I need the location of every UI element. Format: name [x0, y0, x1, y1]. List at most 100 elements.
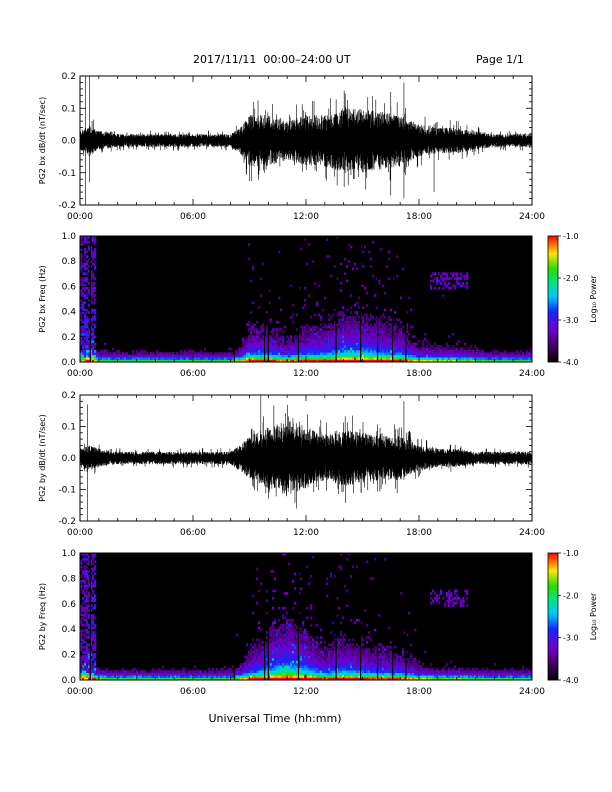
spectrogram-cell: [304, 650, 307, 654]
spectrogram-cell: [348, 352, 351, 356]
spectrogram-cell: [174, 675, 177, 678]
spectrogram-cell: [352, 332, 355, 336]
spectrogram-cell: [270, 337, 273, 341]
spectrogram-cell: [168, 354, 171, 358]
spectrogram-cell: [90, 318, 93, 322]
spectrogram-cell: [182, 667, 185, 671]
spectrogram-cell: [354, 667, 357, 671]
spectrogram-cell: [330, 352, 333, 356]
spectrogram-cell: [266, 643, 269, 647]
spectrogram-cell: [448, 596, 451, 600]
spectrogram-cell: [384, 675, 387, 678]
spectrogram-cell: [420, 347, 423, 351]
spectrogram-cell: [340, 311, 343, 314]
spectrogram-cell: [300, 660, 303, 664]
colorbar-swatch: [548, 307, 558, 310]
spectrogram-cell: [372, 330, 375, 334]
spectrogram-cell: [130, 675, 133, 678]
spectrogram-cell: [278, 352, 281, 356]
spectrogram-cell: [442, 349, 445, 353]
spectrogram-cell: [90, 628, 93, 632]
spectrogram-cell: [332, 665, 335, 669]
spectrogram-cell: [128, 670, 131, 673]
spectrogram-cell: [316, 301, 319, 305]
spectrogram-cell: [370, 257, 373, 261]
spectrogram-cell: [86, 584, 89, 588]
spectrogram-cell: [88, 269, 91, 273]
spectrogram-cell: [398, 342, 401, 346]
spectrogram-cell: [368, 677, 371, 681]
spectrogram-cell: [84, 636, 87, 639]
spectrogram-cell: [412, 342, 415, 346]
spectrogram-cell: [80, 265, 83, 268]
spectrogram-cell: [364, 354, 367, 358]
spectrogram-cell: [374, 658, 377, 661]
spectrogram-cell: [176, 670, 179, 673]
spectrogram-cell: [222, 677, 225, 681]
spectrogram-cell: [408, 670, 411, 673]
spectrogram-cell: [110, 670, 113, 673]
spectrogram-cell: [310, 616, 313, 620]
spectrogram-cell: [330, 357, 333, 360]
spectrogram-cell: [88, 557, 91, 561]
spectrogram-cell: [452, 672, 455, 676]
spectrogram-cell: [442, 272, 445, 276]
spectrogram-cell: [252, 325, 255, 329]
spectrogram-cell: [340, 262, 343, 266]
spectrogram-cell: [412, 677, 415, 681]
spectrogram-cell: [292, 645, 295, 649]
spectrogram-cell: [274, 352, 277, 356]
spectrogram-cell: [124, 672, 127, 676]
spectrogram-cell: [334, 662, 337, 666]
spectrogram-cell: [132, 354, 135, 358]
spectrogram-cell: [352, 315, 355, 319]
spectrogram-cell: [94, 648, 97, 651]
spectrogram-cell: [268, 631, 271, 634]
spectrogram-cell: [276, 650, 279, 654]
spectrogram-cell: [152, 354, 155, 358]
spectrogram-cell: [412, 354, 415, 358]
spectrogram-cell: [254, 359, 257, 363]
spectrogram-cell: [274, 640, 277, 644]
spectrogram-cell: [388, 662, 391, 666]
spectrogram-cell: [350, 672, 353, 676]
spectrogram-cell: [298, 357, 301, 360]
spectrogram-cell: [352, 354, 355, 358]
spectrogram-cell: [398, 335, 401, 339]
spectrogram-cell: [298, 340, 301, 343]
spectrogram-cell: [290, 633, 293, 637]
spectrogram-cell: [424, 672, 427, 676]
spectrogram-cell: [272, 345, 275, 348]
spectrogram-cell: [336, 645, 339, 649]
spectrogram-cell: [120, 354, 123, 358]
spectrogram-cell: [246, 357, 249, 360]
spectrogram-cell: [312, 335, 315, 339]
spectrogram-cell: [334, 332, 337, 336]
spectrogram-cell: [166, 677, 169, 681]
spectrogram-cell: [304, 648, 307, 651]
spectrogram-cell: [282, 660, 285, 664]
spectrogram-cell: [252, 357, 255, 360]
spectrogram-cell: [208, 672, 211, 676]
spectrogram-cell: [268, 289, 271, 293]
spectrogram-cell: [84, 250, 87, 254]
spectrogram-cell: [132, 667, 135, 671]
spectrogram-cell: [352, 335, 355, 339]
spectrogram-cell: [212, 667, 215, 671]
spectrogram-cell: [338, 345, 341, 348]
spectrogram-cell: [88, 311, 91, 314]
spectrogram-cell: [248, 650, 251, 654]
spectrogram-cell: [452, 332, 455, 336]
spectrogram-cell: [350, 658, 353, 661]
spectrogram-cell: [368, 342, 371, 346]
spectrogram-cell: [266, 359, 269, 363]
spectrogram-cell: [346, 677, 349, 681]
spectrogram-cell: [282, 643, 285, 647]
spectrogram-cell: [378, 332, 381, 336]
spectrogram-cell: [424, 670, 427, 673]
spectrogram-cell: [326, 675, 329, 678]
spectrogram-cell: [144, 349, 147, 353]
spectrogram-cell: [332, 357, 335, 360]
spectrogram-cell: [330, 274, 333, 278]
spectrogram-cell: [94, 582, 97, 586]
